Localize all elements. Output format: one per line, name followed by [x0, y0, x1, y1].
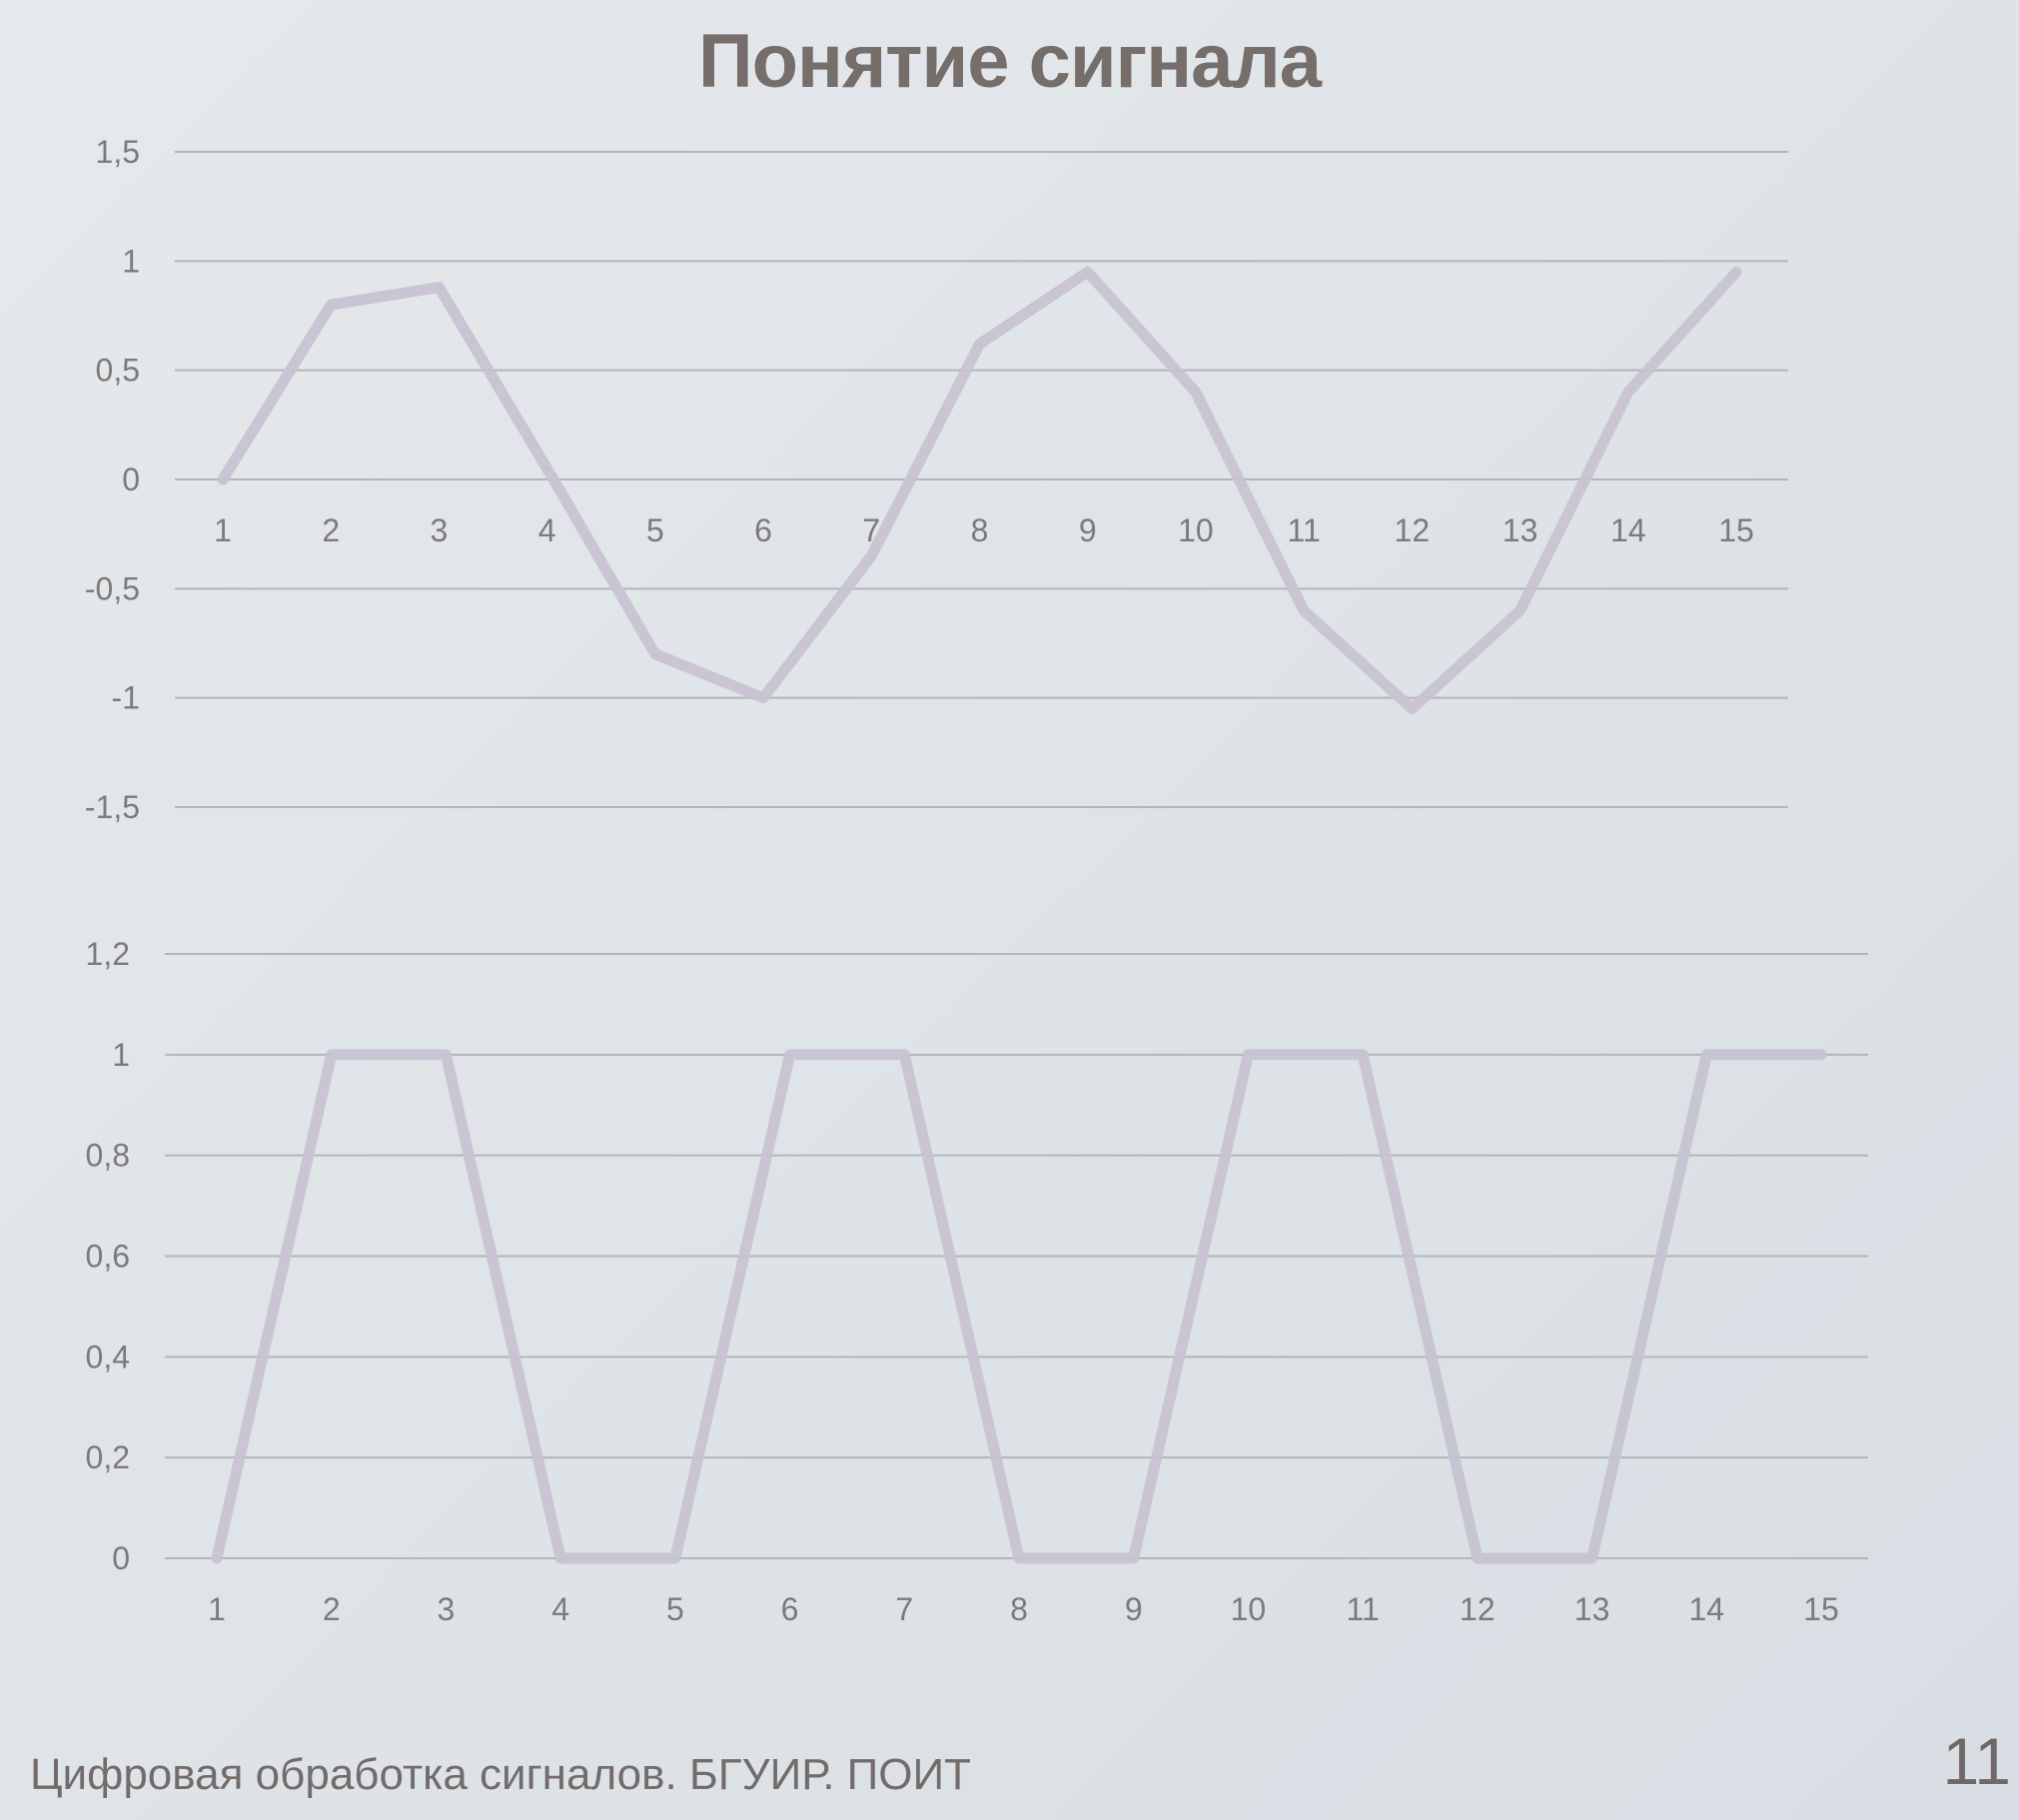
chart1-x-tick-label: 1 — [208, 1591, 226, 1627]
chart1-y-tick-label: 0,4 — [86, 1339, 130, 1374]
chart1-data-point — [1130, 1555, 1137, 1561]
chart0-data-point — [1192, 389, 1199, 396]
chart1-y-tick-label: 0,6 — [86, 1239, 130, 1275]
chart1-y-tick-label: 0 — [112, 1540, 130, 1576]
chart0-data-point — [760, 694, 767, 701]
chart1-x-tick-label: 8 — [1010, 1591, 1028, 1627]
chart1-x-tick-label: 6 — [781, 1591, 799, 1627]
chart0-y-tick-label: 0,5 — [96, 353, 140, 389]
chart0-x-tick-label: 1 — [214, 512, 232, 548]
chart0-data-point — [868, 552, 875, 559]
chart0-data-point — [1624, 389, 1631, 396]
chart0-data-point — [436, 284, 443, 291]
chart0-y-tick-label: -1 — [112, 680, 140, 716]
chart-sine-signal: 1,510,50-0,5-1-1,51 2 3 4 5 6 7 8 9 10 11 12 13 14 15 — [85, 134, 1788, 825]
chart0-x-tick-label: 4 — [538, 512, 556, 548]
slide-title: Понятие сигнала — [698, 19, 1322, 104]
chart1-x-tick-label: 7 — [895, 1591, 913, 1627]
chart1-x-tick-label: 15 — [1803, 1591, 1839, 1627]
chart1-data-point — [786, 1051, 793, 1058]
chart0-x-tick-label: 2 — [322, 512, 340, 548]
chart1-data-point — [328, 1051, 335, 1058]
chart1-data-point — [901, 1051, 908, 1058]
chart0-y-tick-label: -1,5 — [85, 789, 140, 825]
chart0-x-tick-label: 9 — [1079, 512, 1097, 548]
chart0-data-point — [1301, 607, 1308, 614]
chart0-x-tick-label: 3 — [431, 512, 449, 548]
chart1-x-tick-label: 14 — [1688, 1591, 1724, 1627]
page-number: 11 — [1942, 1724, 2011, 1798]
slide-footer: Цифровая обработка сигналов. БГУИР. ПОИТ — [30, 1750, 972, 1799]
chart1-x-tick-label: 10 — [1231, 1591, 1267, 1627]
chart0-y-tick-label: 1,5 — [96, 134, 140, 170]
chart0-data-point — [328, 302, 335, 309]
chart0-y-tick-label: 0 — [122, 461, 140, 497]
chart1-x-tick-label: 2 — [323, 1591, 341, 1627]
chart1-x-tick-label: 13 — [1574, 1591, 1610, 1627]
chart0-x-tick-label: 12 — [1395, 512, 1431, 548]
chart0-data-point — [1084, 269, 1091, 276]
chart0-x-tick-label: 10 — [1178, 512, 1214, 548]
chart0-data-point — [651, 650, 658, 657]
chart0-x-tick-label: 5 — [646, 512, 664, 548]
chart1-y-tick-label: 0,8 — [86, 1138, 130, 1174]
chart1-data-point — [214, 1555, 220, 1561]
chart1-x-tick-label: 11 — [1347, 1591, 1380, 1627]
chart1-data-point — [1588, 1555, 1595, 1561]
chart1-x-tick-label: 9 — [1125, 1591, 1143, 1627]
chart-digital-signal: 1,210,80,60,40,201 2 3 4 5 6 7 8 9 10 11 12 13 14 15 — [86, 936, 1868, 1627]
chart1-data-point — [1818, 1051, 1824, 1058]
chart1-data-point — [1703, 1051, 1710, 1058]
chart0-x-tick-label: 13 — [1503, 512, 1538, 548]
chart1-x-tick-label: 3 — [438, 1591, 456, 1627]
chart1-data-point — [1474, 1555, 1481, 1561]
chart1-y-tick-label: 1 — [112, 1037, 130, 1073]
chart0-data-point — [1516, 607, 1523, 614]
chart1-x-tick-label: 5 — [666, 1591, 684, 1627]
chart1-data-point — [1360, 1051, 1367, 1058]
chart0-data-point — [220, 476, 226, 482]
chart1-data-point — [671, 1555, 678, 1561]
chart0-data-point — [1733, 269, 1739, 276]
chart1-y-tick-label: 0,2 — [86, 1439, 130, 1475]
chart0-x-tick-label: 11 — [1288, 512, 1321, 548]
chart0-x-tick-label: 8 — [971, 512, 989, 548]
chart0-y-tick-label: -0,5 — [85, 570, 140, 606]
chart1-data-point — [443, 1051, 450, 1058]
chart1-x-tick-label: 12 — [1460, 1591, 1496, 1627]
chart1-series-line — [211, 1049, 1827, 1564]
chart0-data-point — [976, 341, 983, 348]
chart0-x-tick-label: 15 — [1718, 512, 1754, 548]
chart1-y-tick-label: 1,2 — [86, 936, 130, 972]
chart0-x-tick-label: 6 — [754, 512, 772, 548]
chart0-data-point — [1409, 705, 1416, 712]
chart0-x-tick-label: 14 — [1610, 512, 1646, 548]
chart1-x-tick-label: 4 — [551, 1591, 569, 1627]
chart1-data-point — [1016, 1555, 1022, 1561]
chart1-data-point — [1245, 1051, 1252, 1058]
chart0-y-tick-label: 1 — [122, 243, 140, 279]
chart1-data-point — [557, 1555, 564, 1561]
chart0-data-point — [543, 465, 550, 472]
